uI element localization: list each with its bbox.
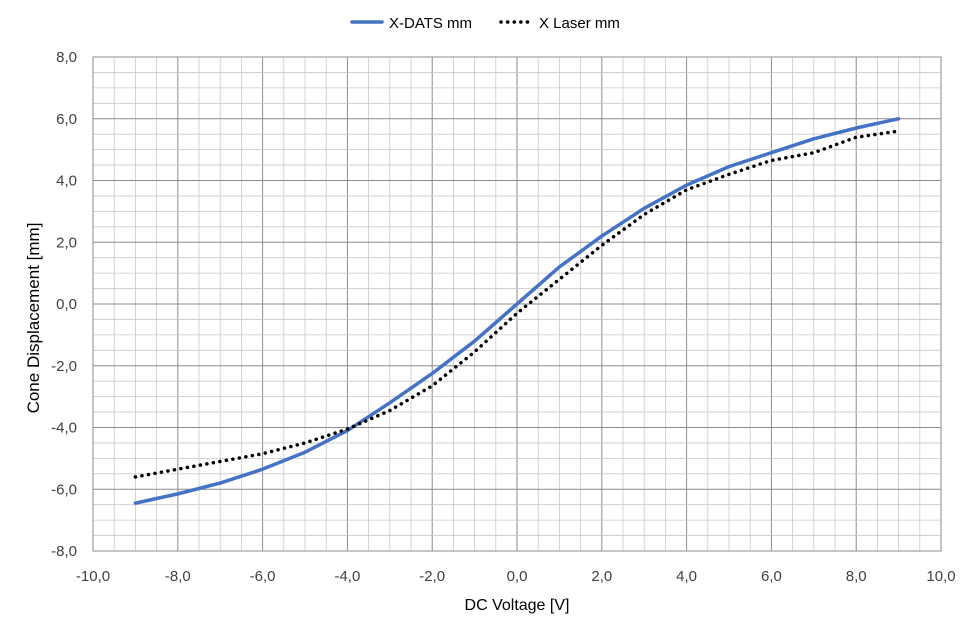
y-tick-label: 0,0 [56, 296, 77, 313]
y-tick-label: -2,0 [51, 358, 77, 375]
x-tick-label: 4,0 [676, 568, 697, 585]
x-tick-label: -6,0 [250, 568, 276, 585]
x-tick-label: 10,0 [926, 568, 955, 585]
x-tick-label: 2,0 [591, 568, 612, 585]
y-tick-label: 4,0 [56, 173, 77, 190]
y-axis-tick-labels: -8,0 -6,0 -4,0 -2,0 0,0 2,0 4,0 6,0 8,0 [51, 49, 77, 560]
y-tick-label: -4,0 [51, 420, 77, 437]
y-tick-label: -6,0 [51, 481, 77, 498]
x-tick-label: -4,0 [334, 568, 360, 585]
x-tick-label: 6,0 [761, 568, 782, 585]
x-tick-label: 8,0 [846, 568, 867, 585]
x-dats-series-line [133, 117, 901, 505]
chart-grid [92, 56, 942, 552]
y-tick-label: 8,0 [56, 49, 77, 66]
x-tick-label: 0,0 [507, 568, 528, 585]
y-tick-label: 6,0 [56, 111, 77, 128]
x-tick-label: -2,0 [419, 568, 445, 585]
chart-legend: X-DATS mm X Laser mm [350, 15, 620, 32]
plot-area-border [92, 56, 942, 552]
y-tick-label: 2,0 [56, 234, 77, 251]
chart-series [133, 117, 901, 505]
y-tick-label: -8,0 [51, 543, 77, 560]
x-tick-label: -8,0 [165, 568, 191, 585]
legend-label-x-dats: X-DATS mm [389, 15, 472, 32]
x-axis-tick-labels: -10,0 -8,0 -6,0 -4,0 -2,0 0,0 2,0 4,0 6,0 8,0 10,0 [76, 568, 956, 585]
x-axis-title: DC Voltage [V] [465, 597, 570, 614]
x-laser-series-line [133, 129, 901, 479]
y-axis-title: Cone Displacement [mm] [24, 223, 43, 414]
legend-label-x-laser: X Laser mm [539, 15, 620, 32]
x-tick-label: -10,0 [76, 568, 110, 585]
